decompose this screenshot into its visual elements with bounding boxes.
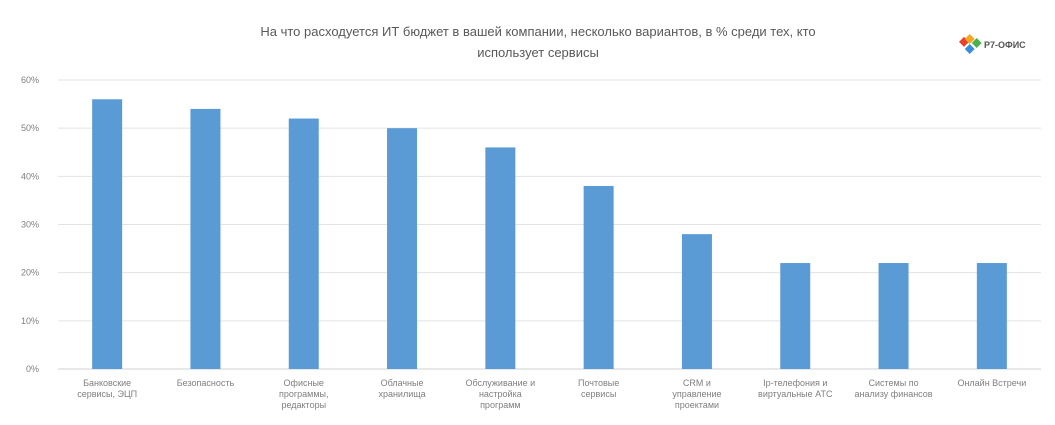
bar <box>976 263 1007 369</box>
logo-mark-icon <box>959 34 982 54</box>
gridlines <box>58 79 1041 370</box>
x-category-label: Онлайн Встречи <box>957 378 1026 388</box>
chart-frame: На что расходуется ИТ бюджет в вашей ком… <box>6 0 1049 425</box>
top-strip <box>0 0 1055 6</box>
y-tick-label: 30% <box>21 220 39 230</box>
x-category-label-line: Почтовые <box>578 378 619 388</box>
x-category-label: CRM и управление проектами <box>672 378 721 410</box>
x-category-label: Системы по анализу финансов <box>855 378 933 399</box>
y-tick-label: 0% <box>26 364 39 374</box>
x-axis-labels: Банковские сервисы, ЭЦП Безопасность Офисны… <box>77 378 1026 410</box>
logo: Р7-ОФИС <box>959 34 1026 54</box>
chart-title: На что расходуется ИТ бюджет в вашей ком… <box>260 24 815 60</box>
logo-text: Р7-ОФИС <box>984 40 1026 50</box>
x-category-label-line: Системы по <box>869 378 919 388</box>
bar <box>190 108 221 370</box>
x-category-label-line: хранилища <box>378 389 425 399</box>
x-category-label-line: Облачные <box>381 378 424 388</box>
y-axis-ticks: 0% 10% 20% 30% 40% 50% 60% <box>21 75 39 374</box>
x-category-label-line: Обслуживание и <box>466 378 536 388</box>
y-tick-label: 50% <box>21 123 39 133</box>
x-category-label: Офисные программы, редакторы <box>279 378 329 410</box>
x-category-label-line: программ <box>480 400 521 410</box>
x-category-label-line: Онлайн Встречи <box>957 378 1026 388</box>
y-tick-label: 20% <box>21 268 39 278</box>
bar <box>387 128 418 369</box>
x-category-label: Безопасность <box>177 378 235 388</box>
bar <box>92 99 123 370</box>
x-category-label-line: редакторы <box>281 400 326 410</box>
y-tick-label: 10% <box>21 316 39 326</box>
x-category-label: Обслуживание и настройка программ <box>466 378 536 410</box>
bar <box>780 263 811 369</box>
bar <box>583 185 614 369</box>
x-category-label-line: управление <box>672 389 721 399</box>
x-category-label-line: сервисы <box>581 389 616 399</box>
chart-title-line-2: использует сервисы <box>477 45 599 60</box>
x-category-label-line: проектами <box>675 400 719 410</box>
bar-chart: На что расходуется ИТ бюджет в вашей ком… <box>21 24 1041 410</box>
x-category-label-line: Безопасность <box>177 378 235 388</box>
x-category-label-line: CRM и <box>683 378 711 388</box>
x-category-label-line: Офисные <box>284 378 324 388</box>
x-category-label-line: Банковские <box>83 378 131 388</box>
x-category-label: Почтовые сервисы <box>578 378 619 399</box>
x-category-label-line: настройка <box>479 389 522 399</box>
x-category-label: Облачные хранилища <box>378 378 425 399</box>
x-category-label-line: виртуальные АТС <box>758 389 833 399</box>
y-tick-label: 40% <box>21 171 39 181</box>
x-category-label-line: сервисы, ЭЦП <box>77 389 137 399</box>
x-category-label: Ip-телефония и виртуальные АТС <box>758 378 833 399</box>
bar <box>485 147 516 369</box>
bar <box>681 234 712 369</box>
bar <box>288 118 319 370</box>
y-tick-label: 60% <box>21 75 39 85</box>
x-category-label: Банковские сервисы, ЭЦП <box>77 378 137 399</box>
x-category-label-line: программы, <box>279 389 329 399</box>
chart-title-line-1: На что расходуется ИТ бюджет в вашей ком… <box>260 24 815 39</box>
bar <box>878 263 909 369</box>
x-category-label-line: анализу финансов <box>855 389 933 399</box>
bars <box>92 99 1007 370</box>
x-category-label-line: Ip-телефония и <box>763 378 827 388</box>
